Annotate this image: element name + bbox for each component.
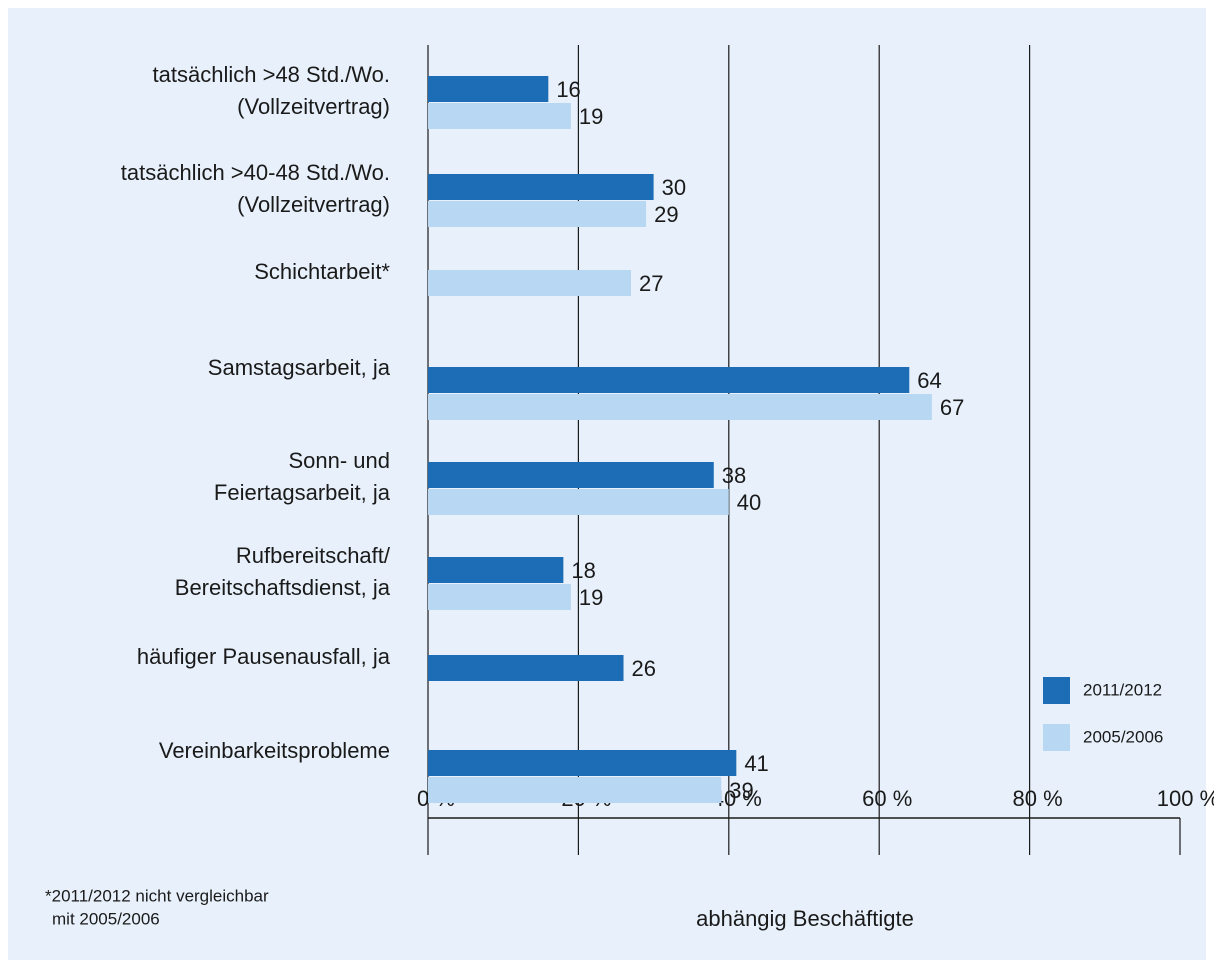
bar bbox=[428, 584, 571, 610]
category-label: (Vollzeitvertrag) bbox=[237, 94, 390, 119]
category-label: tatsächlich >40-48 Std./Wo. bbox=[121, 160, 390, 185]
legend-swatch bbox=[1043, 724, 1070, 751]
category-label: Rufbereitschaft/ bbox=[236, 543, 391, 568]
category-label: (Vollzeitvertrag) bbox=[237, 192, 390, 217]
value-label: 27 bbox=[639, 271, 663, 296]
value-label: 16 bbox=[556, 77, 580, 102]
value-label: 19 bbox=[579, 585, 603, 610]
bar bbox=[428, 103, 571, 129]
value-label: 26 bbox=[632, 656, 656, 681]
footnote: *2011/2012 nicht vergleichbar bbox=[45, 886, 269, 905]
legend-label: 2005/2006 bbox=[1083, 727, 1163, 746]
legend-label: 2011/2012 bbox=[1083, 680, 1162, 699]
category-label: häufiger Pausenausfall, ja bbox=[137, 644, 391, 669]
x-tick-label: 80 % bbox=[1013, 786, 1063, 811]
category-label: Feiertagsarbeit, ja bbox=[214, 480, 391, 505]
value-label: 67 bbox=[940, 395, 964, 420]
bar bbox=[428, 201, 647, 227]
legend-swatch bbox=[1043, 677, 1070, 704]
bar bbox=[428, 270, 632, 296]
x-tick-label: 60 % bbox=[862, 786, 912, 811]
bar bbox=[428, 76, 549, 102]
category-label: tatsächlich >48 Std./Wo. bbox=[153, 62, 390, 87]
value-label: 18 bbox=[571, 558, 595, 583]
value-label: 40 bbox=[737, 490, 761, 515]
value-label: 41 bbox=[744, 751, 768, 776]
bar bbox=[428, 174, 654, 200]
category-label: Bereitschaftsdienst, ja bbox=[175, 575, 391, 600]
bar bbox=[428, 394, 932, 420]
bar bbox=[428, 489, 729, 515]
x-tick-label: 100 % bbox=[1157, 786, 1214, 811]
bar bbox=[428, 367, 910, 393]
bar bbox=[428, 777, 722, 803]
bar bbox=[428, 655, 624, 681]
value-label: 29 bbox=[654, 202, 678, 227]
value-label: 30 bbox=[662, 175, 686, 200]
category-label: Schichtarbeit* bbox=[254, 259, 390, 284]
footnote: mit 2005/2006 bbox=[52, 909, 160, 928]
category-label: Vereinbarkeitsprobleme bbox=[159, 738, 390, 763]
value-label: 38 bbox=[722, 463, 746, 488]
x-axis-label: abhängig Beschäftigte bbox=[696, 906, 914, 931]
category-label: Sonn- und bbox=[288, 448, 390, 473]
category-label: Samstagsarbeit, ja bbox=[208, 355, 391, 380]
bar bbox=[428, 462, 714, 488]
value-label: 64 bbox=[917, 368, 941, 393]
bar bbox=[428, 750, 737, 776]
bar bbox=[428, 557, 564, 583]
value-label: 39 bbox=[729, 778, 753, 803]
value-label: 19 bbox=[579, 104, 603, 129]
